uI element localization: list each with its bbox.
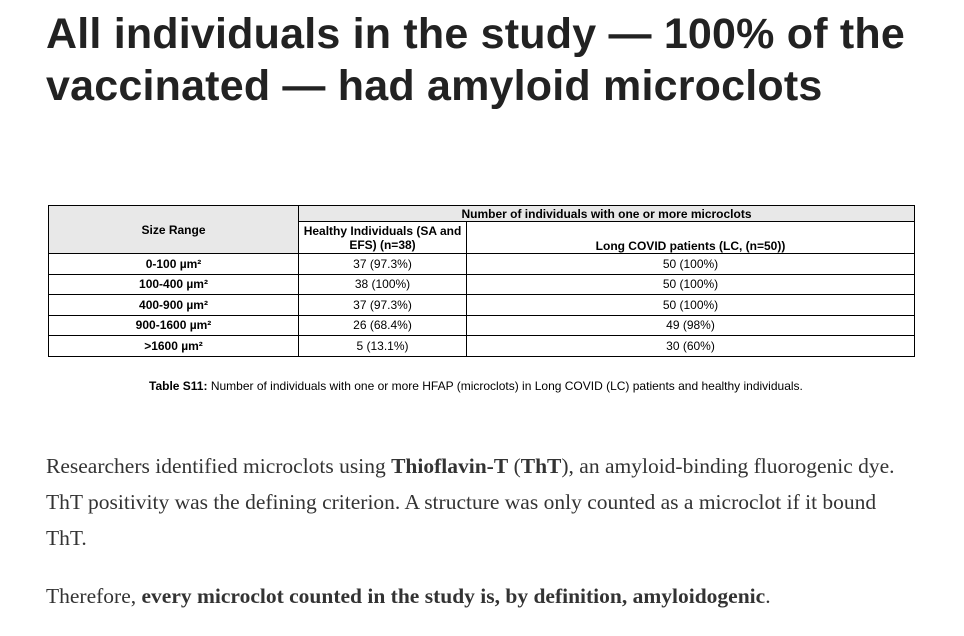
table-row: 0-100 µm² 37 (97.3%) 50 (100%) [48, 253, 915, 275]
table-body: 0-100 µm² 37 (97.3%) 50 (100%) 100-400 µm² 3… [48, 253, 915, 357]
table-cell: 38 (100%) [298, 273, 467, 295]
table-row: 100-400 µm² 38 (100%) 50 (100%) [48, 273, 915, 295]
table-cell: 0-100 µm² [48, 253, 299, 275]
column-header: Size Range [48, 205, 299, 254]
bold-text: ThT [520, 454, 562, 478]
page-body: All individuals in the study — 100% of t… [46, 10, 915, 608]
caption-text: Number of individuals with one or more H… [210, 379, 803, 393]
text-run: Therefore, [46, 584, 142, 608]
caption-label: Table S11: [149, 379, 208, 393]
table-cell: 30 (60%) [466, 335, 915, 357]
page: Microclots {"heading": "All individuals … [46, 10, 915, 608]
text-run: Researchers identified microclots using [46, 454, 392, 478]
column-header: Healthy Individuals (SA and EFS) (n=38) [298, 221, 467, 254]
text-run: . [765, 584, 771, 608]
data-table: Size Range Number of individuals with on… [48, 205, 915, 357]
table-row: >1600 µm² 5 (13.1%) 30 (60%) [48, 335, 915, 357]
paragraph: Researchers identified microclots using … [46, 448, 906, 556]
text-run: ), an amyloid-binding fluorogenic dye. T… [46, 454, 895, 550]
table-row: 400-900 µm² 37 (97.3%) 50 (100%) [48, 294, 915, 316]
table-cell: 50 (100%) [466, 273, 915, 295]
heading: All individuals in the study — 100% of t… [46, 10, 905, 110]
text-run: ( [508, 454, 521, 478]
table-cell: 49 (98%) [466, 314, 915, 336]
table-cell: 37 (97.3%) [298, 253, 467, 275]
body-text: Researchers identified microclots using … [46, 448, 906, 636]
column-header: Long COVID patients (LC, (n=50)) [466, 221, 915, 254]
table-cell: 100-400 µm² [48, 273, 299, 295]
table-cell: 900-1600 µm² [48, 314, 299, 336]
table-cell: 37 (97.3%) [298, 294, 467, 316]
bold-text: every microclot counted in the study is,… [141, 584, 766, 608]
group-header: Number of individuals with one or more m… [298, 205, 915, 222]
table-cell: >1600 µm² [48, 335, 299, 357]
table-cell: 400-900 µm² [48, 294, 299, 316]
table-caption: Table S11: Number of individuals with on… [149, 379, 829, 394]
paragraph: Therefore, every microclot counted in th… [46, 578, 906, 614]
table-row: 900-1600 µm² 26 (68.4%) 49 (98%) [48, 314, 915, 336]
table-cell: 5 (13.1%) [298, 335, 467, 357]
table-cell: 50 (100%) [466, 294, 915, 316]
table-cell: 26 (68.4%) [298, 314, 467, 336]
table-cell: 50 (100%) [466, 253, 915, 275]
bold-text: Thioflavin-T [391, 454, 509, 478]
